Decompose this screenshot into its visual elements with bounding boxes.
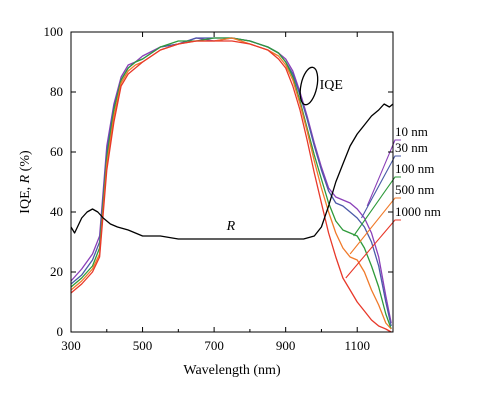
series-line-1000-nm xyxy=(70,40,392,333)
series-line-10-nm xyxy=(70,37,392,324)
series-line-100-nm xyxy=(70,37,392,330)
legend-label-10-nm: 10 nm xyxy=(395,124,428,139)
iqe-annotation-label: IQE xyxy=(320,78,343,93)
legend-label-100-nm: 100 nm xyxy=(395,161,434,176)
tick-layer: 300 500 700 900 1100 0 20 40 60 80 100 xyxy=(44,24,393,353)
series-line-30-nm xyxy=(70,37,392,327)
series-line-r xyxy=(70,103,394,240)
x-tick-label: 700 xyxy=(204,338,224,353)
legend-leader-100-nm xyxy=(353,176,401,237)
legend-leader-1000-nm xyxy=(345,219,401,279)
x-tick-label: 900 xyxy=(276,338,296,353)
y-axis-label-part-3: (%) xyxy=(18,150,33,175)
x-tick-label: 300 xyxy=(61,338,81,353)
y-tick-label: 40 xyxy=(50,204,63,219)
series-line-500-nm xyxy=(70,37,392,330)
x-tick-label: 1100 xyxy=(344,338,370,353)
legend-leader-30-nm xyxy=(361,155,401,219)
series-layer xyxy=(70,37,394,333)
y-axis-label: IQE, R (%) xyxy=(18,150,33,214)
plot-frame xyxy=(70,31,394,333)
y-tick-label: 0 xyxy=(57,324,64,339)
legend-leader-10-nm xyxy=(366,139,401,207)
legend-leader-500-nm xyxy=(349,197,401,255)
y-tick-label: 80 xyxy=(50,84,63,99)
r-annotation-label: R xyxy=(226,219,236,234)
iqe-annotation-ellipse xyxy=(299,66,319,106)
y-axis-label-part-2: R xyxy=(18,174,33,184)
y-axis-label-part-1: IQE, xyxy=(18,183,33,213)
legend-label-1000-nm: 1000 nm xyxy=(395,204,441,219)
y-tick-label: 20 xyxy=(50,264,63,279)
legend-label-30-nm: 30 nm xyxy=(395,140,428,155)
legend-label-500-nm: 500 nm xyxy=(395,182,434,197)
y-tick-label: 60 xyxy=(50,144,63,159)
y-tick-label: 100 xyxy=(44,24,64,39)
x-tick-label: 500 xyxy=(133,338,153,353)
x-axis-label: Wavelength (nm) xyxy=(183,363,281,378)
